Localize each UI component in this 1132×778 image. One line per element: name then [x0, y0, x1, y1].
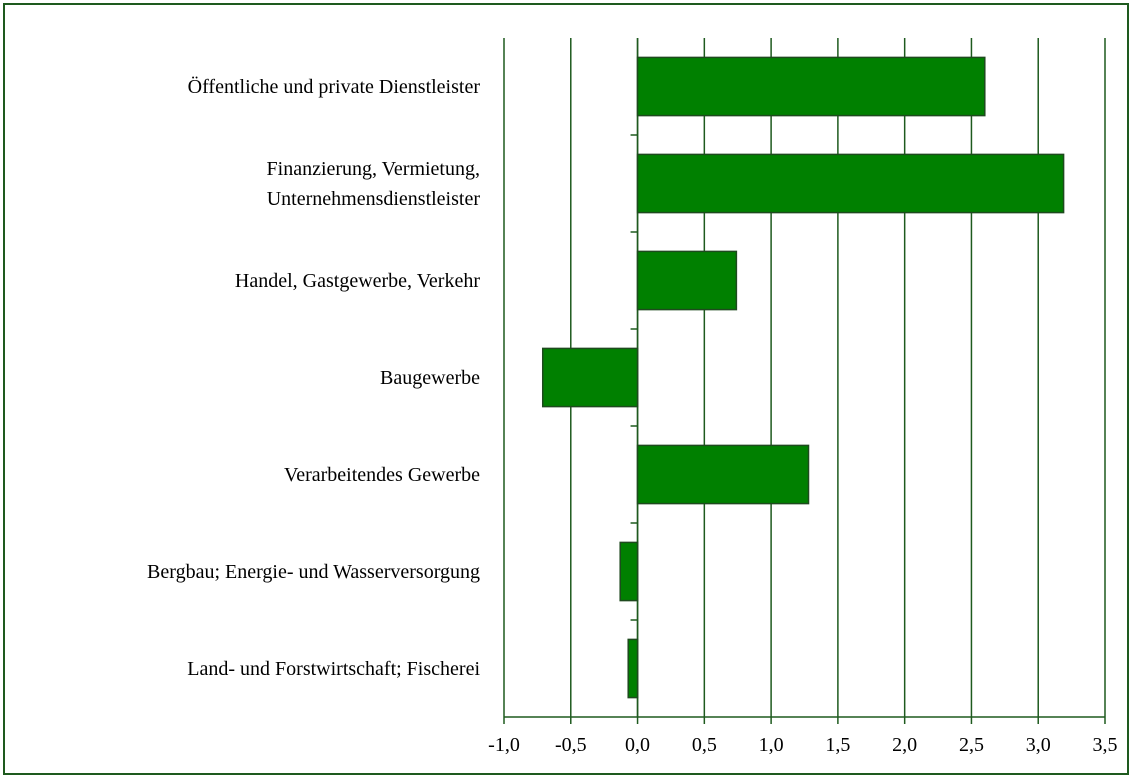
bar: [627, 638, 639, 699]
y-tick-label: Verarbeitendes Gewerbe: [283, 463, 480, 486]
x-tick-label: 2,5: [959, 734, 984, 756]
x-tick-label: 2,0: [892, 734, 917, 756]
y-tick-label: Handel, Gastgewerbe, Verkehr: [234, 269, 480, 292]
x-tick-label: -0,5: [555, 734, 587, 756]
x-tick-label: 3,5: [1093, 734, 1118, 756]
y-tick-label: Öffentliche und private Dienstleister: [187, 75, 480, 98]
y-tick-label: Baugewerbe: [380, 366, 480, 389]
x-tick-label: 3,0: [1026, 734, 1051, 756]
x-tick-label: 0,0: [625, 734, 650, 756]
y-tick-label: Land- und Forstwirtschaft; Fischerei: [187, 657, 480, 680]
x-tick-label: 0,5: [692, 734, 717, 756]
x-tick-label: 1,5: [825, 734, 850, 756]
bar: [636, 444, 810, 505]
bar: [636, 56, 986, 117]
y-tick-label: Finanzierung, Vermietung, Unternehmensdi…: [266, 157, 480, 210]
bar: [636, 250, 738, 311]
chart-border: [3, 3, 1129, 775]
bar: [636, 153, 1065, 214]
y-tick-label: Bergbau; Energie- und Wasserversorgung: [147, 560, 480, 583]
bar: [541, 347, 639, 408]
bar: [619, 541, 639, 602]
x-tick-label: -1,0: [488, 734, 520, 756]
x-tick-label: 1,0: [759, 734, 784, 756]
